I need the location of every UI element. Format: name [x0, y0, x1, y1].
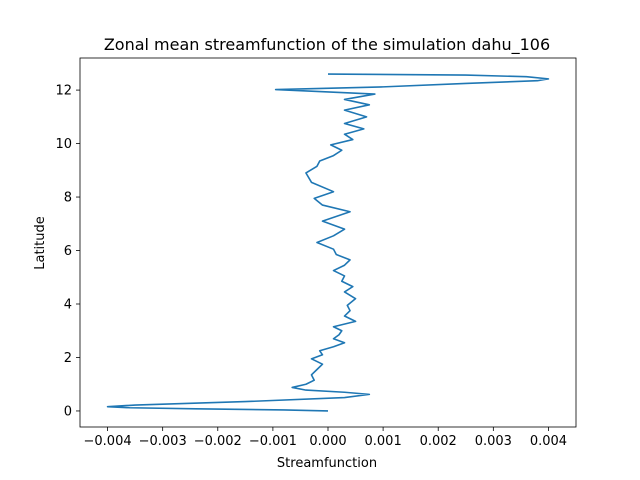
x-tick-label: 0.003	[475, 434, 512, 449]
y-axis-ticks: 0 2 4 6 8 10 12	[55, 84, 80, 419]
x-tick-label: −0.002	[194, 434, 242, 449]
y-tick-label: 6	[64, 244, 72, 259]
y-tick-label: 4	[64, 298, 72, 313]
x-tick-label: −0.003	[139, 434, 187, 449]
series-line-0	[106, 73, 550, 412]
x-tick-label: 0.001	[365, 434, 402, 449]
x-tick-label: 0.000	[309, 434, 346, 449]
x-tick-label: −0.001	[249, 434, 297, 449]
y-tick-label: 8	[64, 191, 72, 206]
y-tick-label: 12	[55, 84, 72, 99]
y-axis-label: Latitude	[33, 216, 48, 270]
x-axis-label: Streamfunction	[277, 456, 377, 471]
x-tick-label: 0.002	[420, 434, 457, 449]
y-tick-label: 0	[64, 404, 72, 419]
y-tick-label: 2	[64, 351, 72, 366]
x-axis-ticks: −0.004 −0.003 −0.002 −0.001 0.000 0.001 0.002 0…	[84, 427, 567, 449]
chart-title: Zonal mean streamfunction of the simulat…	[104, 35, 550, 55]
y-tick-label: 10	[55, 137, 72, 152]
x-tick-label: 0.004	[530, 434, 567, 449]
x-tick-label: −0.004	[84, 434, 132, 449]
